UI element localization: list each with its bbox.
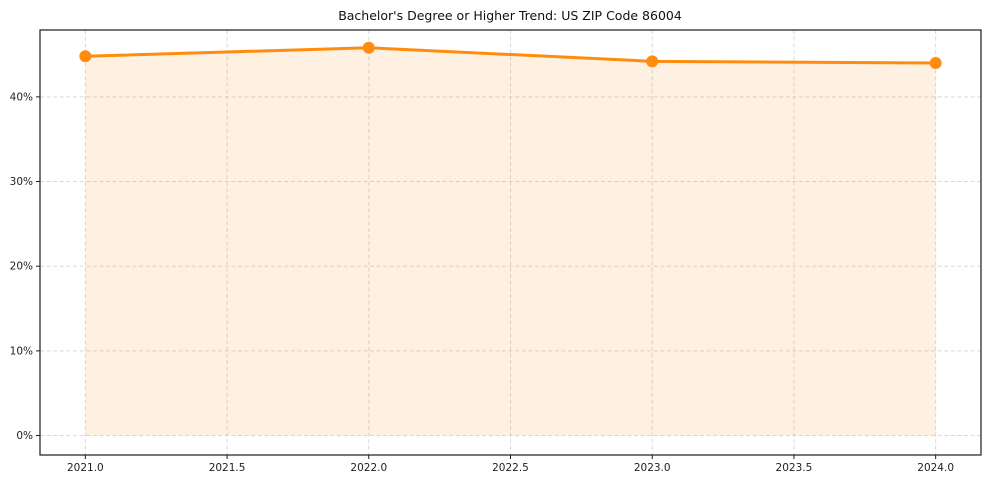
- x-tick-label: 2021.0: [67, 462, 104, 474]
- chart-title: Bachelor's Degree or Higher Trend: US ZI…: [338, 8, 682, 23]
- x-tick-label: 2023.5: [776, 462, 813, 474]
- x-tick-label: 2022.0: [350, 462, 387, 474]
- x-tick-label: 2024.0: [917, 462, 954, 474]
- y-tick-label: 20%: [10, 261, 33, 273]
- plot-area: 2021.0 2021.5 2022.0 2022.5 2023.0 2023.5 2024…: [10, 29, 982, 474]
- data-point-marker: [79, 50, 92, 63]
- trend-line: [83, 46, 938, 65]
- x-tick-label: 2023.0: [634, 462, 671, 474]
- data-point-marker: [646, 55, 659, 68]
- y-tick-label: 10%: [10, 345, 33, 357]
- area-fill: [85, 47, 936, 436]
- x-tick-label: 2022.5: [492, 462, 529, 474]
- data-point-marker: [929, 57, 942, 70]
- y-tick-label: 30%: [10, 176, 33, 188]
- x-tick-label: 2021.5: [209, 462, 246, 474]
- y-tick-label: 40%: [10, 91, 33, 103]
- y-tick-label: 0%: [16, 430, 33, 442]
- data-point-marker: [362, 41, 375, 54]
